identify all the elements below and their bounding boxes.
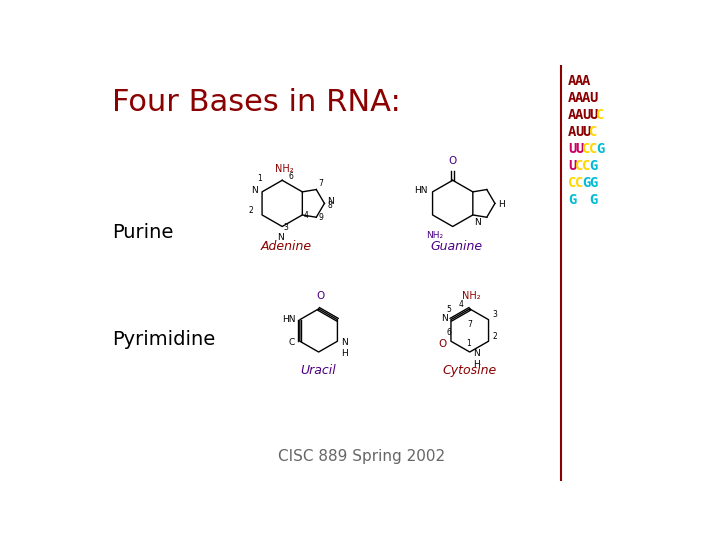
Text: N: N — [474, 349, 480, 358]
Text: U: U — [589, 91, 598, 105]
Text: G: G — [589, 193, 598, 207]
Text: Four Bases in RNA:: Four Bases in RNA: — [112, 88, 400, 117]
Text: HN: HN — [415, 186, 428, 195]
Text: A: A — [575, 74, 583, 88]
Text: U: U — [575, 125, 583, 139]
Text: A: A — [575, 108, 583, 122]
Text: N: N — [474, 218, 481, 227]
Text: Pyrimidine: Pyrimidine — [112, 330, 215, 349]
Text: N: N — [441, 314, 448, 322]
Text: 7: 7 — [319, 179, 323, 188]
Text: NH₂: NH₂ — [275, 164, 294, 174]
Text: C: C — [582, 142, 590, 156]
Text: 3: 3 — [284, 222, 289, 232]
Text: 6: 6 — [289, 172, 293, 181]
Text: 4: 4 — [304, 211, 309, 220]
Text: C: C — [589, 142, 598, 156]
Text: 3: 3 — [492, 310, 498, 319]
Text: N: N — [277, 233, 284, 242]
Text: A: A — [568, 125, 577, 139]
Text: C: C — [575, 176, 583, 190]
Text: A: A — [568, 108, 577, 122]
Text: U: U — [568, 159, 577, 173]
Text: C: C — [289, 338, 295, 347]
Text: N: N — [341, 338, 348, 347]
Text: 1: 1 — [257, 174, 262, 183]
Text: G: G — [596, 142, 605, 156]
Text: H: H — [341, 349, 348, 358]
Text: 2: 2 — [248, 206, 253, 215]
Text: A: A — [568, 74, 577, 88]
Text: O: O — [317, 291, 325, 301]
Text: Purine: Purine — [112, 222, 173, 242]
Text: U: U — [568, 142, 577, 156]
Text: Cytosine: Cytosine — [443, 364, 497, 377]
Text: 4: 4 — [459, 300, 464, 308]
Text: C: C — [582, 159, 590, 173]
Text: 2: 2 — [492, 332, 498, 341]
Text: 6: 6 — [446, 328, 451, 337]
Text: C: C — [589, 125, 598, 139]
Text: U: U — [575, 142, 583, 156]
Text: G: G — [568, 193, 577, 207]
Text: CISC 889 Spring 2002: CISC 889 Spring 2002 — [278, 449, 445, 464]
Text: Uracil: Uracil — [301, 364, 336, 377]
Text: 5: 5 — [446, 305, 451, 314]
Text: U: U — [582, 125, 590, 139]
Text: G: G — [582, 176, 590, 190]
Text: A: A — [582, 91, 590, 105]
Text: 9: 9 — [319, 213, 323, 222]
Text: U: U — [582, 108, 590, 122]
Text: U: U — [589, 108, 598, 122]
Text: A: A — [582, 74, 590, 88]
Text: C: C — [575, 159, 583, 173]
Text: G: G — [589, 159, 598, 173]
Text: C: C — [596, 108, 605, 122]
Text: NH₂: NH₂ — [462, 291, 481, 301]
Text: Adenine: Adenine — [261, 240, 312, 253]
Text: HN: HN — [282, 315, 295, 324]
Text: C: C — [568, 176, 577, 190]
Text: O: O — [449, 157, 456, 166]
Text: N: N — [328, 197, 334, 206]
Text: O: O — [438, 339, 446, 349]
Text: G: G — [589, 176, 598, 190]
Text: 7: 7 — [467, 320, 472, 329]
Text: N: N — [251, 186, 258, 195]
Text: A: A — [575, 91, 583, 105]
Text: 1: 1 — [466, 339, 471, 348]
Text: H: H — [498, 200, 505, 210]
Text: A: A — [568, 91, 577, 105]
Text: 8: 8 — [328, 201, 332, 210]
Text: NH₂: NH₂ — [426, 231, 444, 240]
Text: Guanine: Guanine — [431, 240, 482, 253]
Text: H: H — [474, 360, 480, 369]
